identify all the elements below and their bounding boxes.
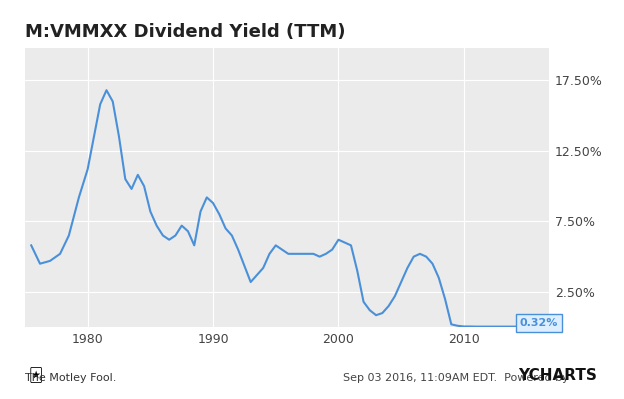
Text: M:VMMXX Dividend Yield (TTM): M:VMMXX Dividend Yield (TTM)	[25, 23, 346, 41]
Text: 🃏: 🃏	[29, 367, 43, 383]
Text: Sep 03 2016, 11:09AM EDT.  Powered by: Sep 03 2016, 11:09AM EDT. Powered by	[343, 373, 572, 383]
Text: YCHARTS: YCHARTS	[518, 368, 597, 383]
Text: The Motley Fool.: The Motley Fool.	[25, 373, 116, 383]
Text: 0.32%: 0.32%	[520, 318, 558, 328]
